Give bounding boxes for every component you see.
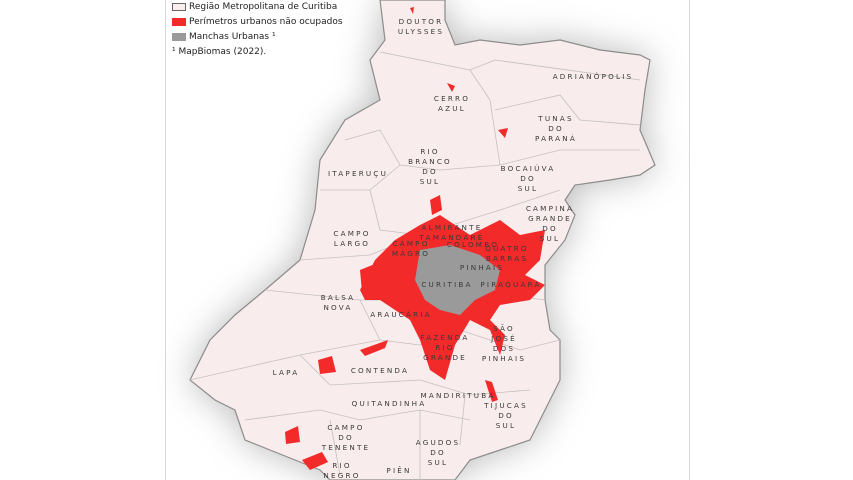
unoccupied-perimeter-rio-negro xyxy=(302,452,328,470)
urban-patch-curitiba xyxy=(415,245,500,315)
municipality-label: COLOMBO xyxy=(447,240,499,249)
municipality-label: LAPA xyxy=(273,368,300,377)
unoccupied-perimeter-cerro-azul xyxy=(447,83,455,92)
municipality-label: TIJUCAS DO SUL xyxy=(483,401,528,430)
source-note: ¹ MapBiomas (2022). xyxy=(172,46,267,57)
municipality-label: CURITIBA xyxy=(421,280,472,289)
municipality-label: MANDIRITUBA xyxy=(421,391,496,400)
unoccupied-perimeter-doutor-ulysses xyxy=(410,7,414,14)
legend-item-unoccupied: Perímetros urbanos não ocupados xyxy=(172,15,343,28)
municipality-label: FAZENDA RIO GRANDE xyxy=(421,333,470,362)
legend-label: Perímetros urbanos não ocupados xyxy=(189,16,343,27)
municipality-labels: DOUTOR ULYSSES ADRIANÓPOLIS CERRO AZUL TUNAS D… xyxy=(273,17,634,480)
unoccupied-perimeter-rio-branco xyxy=(430,195,442,215)
unoccupied-perimeter-tunas xyxy=(498,128,508,138)
municipality-label: RIO BRANCO DO SUL xyxy=(408,147,452,186)
unoccupied-perimeter-contenda xyxy=(360,340,388,356)
legend-item-region: Região Metropolitana de Curitiba xyxy=(172,0,343,13)
urban-swatch xyxy=(172,32,186,41)
municipality-label: CAMPO MAGRO xyxy=(392,239,430,258)
municipality-label: ADRIANÓPOLIS xyxy=(553,72,634,81)
unoccupied-perimeter-tijucas xyxy=(485,380,498,402)
municipality-label: RIO NEGRO xyxy=(323,461,360,480)
legend-label: Região Metropolitana de Curitiba xyxy=(189,1,338,12)
municipality-label: ITAPERUÇU xyxy=(328,169,388,178)
unoccupied-perimeter-campo-largo xyxy=(360,262,395,292)
legend-item-urban: Manchas Urbanas ¹ xyxy=(172,30,343,43)
legend-label: Manchas Urbanas ¹ xyxy=(189,31,276,42)
municipality-label: BOCAIÚVA DO SUL xyxy=(501,164,556,193)
unoccupied-perimeter-lapa xyxy=(318,356,336,374)
municipality-label: TUNAS DO PARANÁ xyxy=(535,114,577,143)
legend: Região Metropolitana de Curitiba Perímet… xyxy=(172,0,343,60)
unoccupied-perimeter-campo-tenente xyxy=(285,426,300,444)
municipality-label: PINHAIS xyxy=(460,263,504,272)
municipality-label: ARAUCÁRIA xyxy=(370,310,432,319)
municipality-label: CONTENDA xyxy=(351,366,409,375)
municipality-label: SÃO JOSÉ DOS PINHAIS xyxy=(482,324,526,363)
urban-patches xyxy=(285,7,545,470)
municipality-label: PIRAQUARA xyxy=(480,280,541,289)
municipality-label: DOUTOR ULYSSES xyxy=(398,17,444,36)
municipality-label: CAMPO LARGO xyxy=(333,229,370,248)
municipality-label: CAMPO DO TENENTE xyxy=(321,423,371,452)
municipality-label: QUATRO BARRAS xyxy=(485,244,529,263)
map-frame xyxy=(165,0,690,480)
region-swatch xyxy=(172,2,186,11)
municipality-label: CAMPINA GRANDE DO SUL xyxy=(526,204,574,243)
municipality-label: PIÊN xyxy=(386,466,411,475)
municipality-label: QUITANDINHA xyxy=(352,399,427,408)
municipality-label: CERRO AZUL xyxy=(434,94,470,113)
municipality-label: ALMIRANTE TAMANDARÉ xyxy=(419,223,485,242)
municipality-label: AGUDOS DO SUL xyxy=(416,438,461,467)
municipality-label: BALSA NOVA xyxy=(321,293,355,312)
unoccupied-swatch xyxy=(172,17,186,26)
